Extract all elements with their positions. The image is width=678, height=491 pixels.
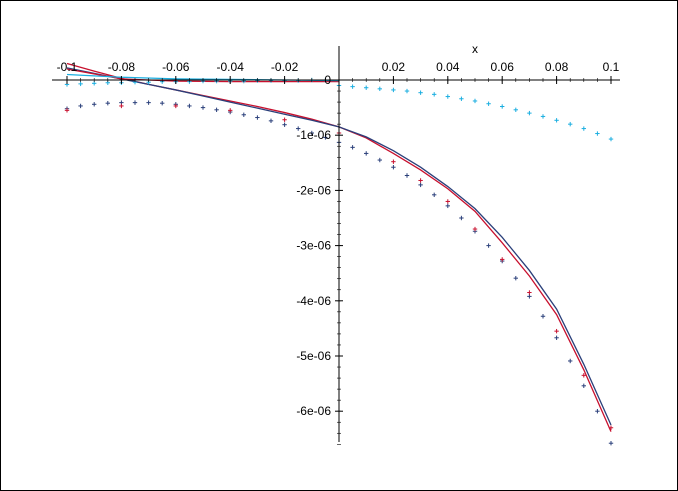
data-point bbox=[105, 100, 110, 106]
y-tick-label: -1e-06 bbox=[296, 128, 331, 142]
data-point bbox=[608, 441, 614, 446]
data-point bbox=[146, 100, 151, 105]
data-point bbox=[296, 126, 301, 131]
data-point bbox=[404, 173, 410, 178]
y-tick-label: -2e-06 bbox=[296, 183, 331, 197]
data-point bbox=[527, 294, 532, 299]
data-point bbox=[445, 199, 450, 204]
data-point bbox=[445, 94, 450, 99]
data-point bbox=[540, 114, 546, 119]
data-point bbox=[554, 118, 559, 123]
data-point bbox=[472, 98, 478, 104]
data-point bbox=[282, 122, 287, 127]
y-ticks: 0 -1e-06 -2e-06 -3e-06 -4e-06 -5e-06 -6e-06 bbox=[296, 73, 343, 445]
data-point bbox=[404, 88, 410, 94]
data-point bbox=[391, 159, 396, 164]
data-point bbox=[309, 130, 314, 136]
data-point bbox=[540, 314, 546, 319]
data-point bbox=[513, 275, 518, 281]
data-point bbox=[581, 126, 586, 131]
data-point bbox=[581, 373, 586, 378]
data-point bbox=[119, 103, 124, 109]
data-point bbox=[364, 151, 369, 156]
data-point bbox=[377, 157, 382, 163]
y-tick-label: -4e-06 bbox=[296, 294, 331, 308]
data-point bbox=[595, 409, 600, 414]
x-tick-label: 0.04 bbox=[436, 60, 460, 74]
x-tick-label: 0.02 bbox=[382, 60, 406, 74]
data-point bbox=[513, 107, 518, 113]
data-point bbox=[64, 108, 70, 113]
data-point bbox=[486, 101, 491, 106]
data-point bbox=[581, 383, 586, 389]
data-point bbox=[608, 136, 614, 142]
data-point bbox=[527, 110, 532, 116]
data-point bbox=[486, 243, 491, 248]
y-tick-label: -5e-06 bbox=[296, 349, 331, 363]
x-tick-label: -0.08 bbox=[108, 60, 136, 74]
data-point bbox=[323, 135, 328, 140]
data-point bbox=[78, 103, 83, 109]
data-point bbox=[377, 86, 382, 92]
data-point bbox=[255, 115, 260, 120]
data-point bbox=[432, 92, 437, 97]
data-point bbox=[228, 108, 233, 113]
x-ticks: -0.1 -0.08 -0.06 -0.04 -0.02 0.02 0.04 0.06 0.08… bbox=[57, 60, 620, 84]
data-point bbox=[595, 131, 600, 136]
data-point bbox=[445, 203, 450, 209]
data-point bbox=[500, 104, 505, 109]
data-point bbox=[241, 112, 246, 117]
data-point bbox=[554, 335, 559, 340]
data-point bbox=[459, 96, 464, 101]
data-point bbox=[268, 118, 274, 124]
data-point bbox=[418, 182, 423, 188]
data-point bbox=[568, 121, 573, 127]
data-point bbox=[500, 257, 505, 262]
data-point bbox=[364, 85, 369, 90]
data-point bbox=[214, 107, 219, 113]
data-point bbox=[78, 81, 83, 87]
y-tick-label: 0 bbox=[324, 73, 331, 87]
data-point bbox=[160, 100, 165, 106]
data-point bbox=[432, 192, 437, 198]
axes-layer: -0.1 -0.08 -0.06 -0.04 -0.02 0.02 0.04 0.06 0.08… bbox=[52, 42, 620, 445]
data-point bbox=[92, 102, 97, 107]
y-tick-label: -6e-06 bbox=[296, 404, 331, 418]
data-point bbox=[391, 165, 396, 170]
data-point bbox=[418, 178, 423, 183]
x-tick-label: -0.1 bbox=[57, 60, 78, 74]
y-tick-label: -3e-06 bbox=[296, 239, 331, 253]
x-axis-label: x bbox=[472, 42, 478, 56]
x-tick-label: 0.1 bbox=[603, 60, 620, 74]
x-tick-label: -0.02 bbox=[271, 60, 299, 74]
data-point bbox=[173, 103, 178, 109]
data-point bbox=[418, 90, 423, 95]
data-point bbox=[282, 117, 287, 122]
data-point bbox=[187, 103, 192, 109]
data-point bbox=[132, 100, 138, 105]
data-point bbox=[459, 215, 464, 221]
data-point bbox=[200, 105, 206, 110]
data-point bbox=[350, 84, 355, 89]
data-point bbox=[527, 290, 532, 295]
x-tick-label: 0.08 bbox=[545, 60, 569, 74]
data-point bbox=[472, 226, 478, 232]
x-tick-label: 0.06 bbox=[491, 60, 515, 74]
data-point bbox=[568, 358, 573, 364]
data-point bbox=[391, 87, 396, 93]
data-point bbox=[554, 328, 559, 334]
x-tick-label: -0.06 bbox=[162, 60, 190, 74]
x-tick-label: -0.04 bbox=[217, 60, 245, 74]
data-point bbox=[350, 145, 355, 150]
data-point bbox=[608, 425, 614, 430]
